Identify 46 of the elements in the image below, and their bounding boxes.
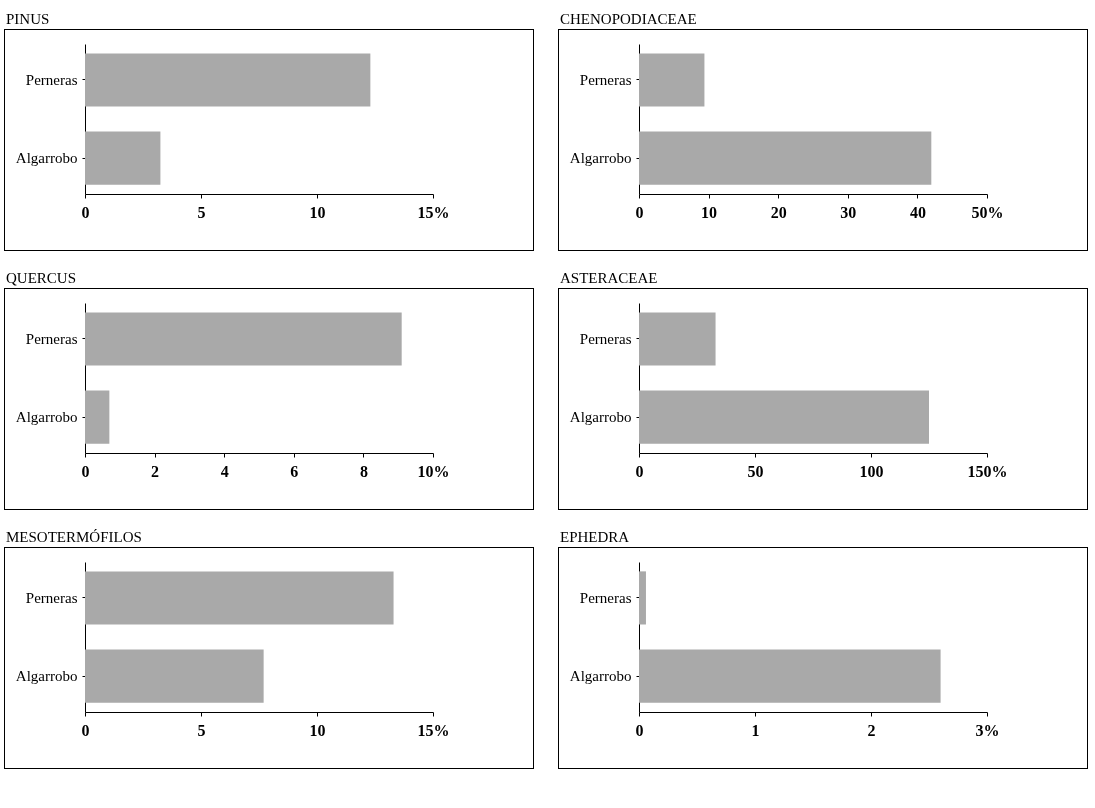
- x-tick-label: 4: [220, 462, 229, 480]
- chart-title: CHENOPODIACEAE: [559, 10, 698, 29]
- x-tick-label: 1: [751, 721, 760, 739]
- x-tick-label: 150%: [967, 462, 1008, 480]
- x-tick-label: 2: [867, 721, 876, 739]
- chart-title: ASTERACEAE: [559, 269, 659, 288]
- x-tick-label: 3%: [975, 721, 1000, 739]
- x-tick-label: 8: [359, 462, 368, 480]
- x-tick-label: 30: [840, 203, 857, 221]
- y-tick-label: Algarrobo: [569, 409, 632, 426]
- chart-title: MESOTERMÓFILOS: [5, 528, 143, 547]
- y-tick-label: Perneras: [579, 71, 632, 88]
- chart-title: QUERCUS: [5, 269, 77, 288]
- x-tick-label: 0: [81, 721, 90, 739]
- chart-title: PINUS: [5, 10, 51, 29]
- y-tick-label: Algarrobo: [569, 668, 632, 685]
- chart-title: EPHEDRA: [559, 528, 631, 547]
- x-tick-label: 10: [701, 203, 718, 221]
- x-tick-label: 6: [290, 462, 299, 480]
- x-tick-label: 2: [151, 462, 160, 480]
- y-tick-label: Algarrobo: [569, 150, 632, 167]
- y-tick-label: Algarrobo: [15, 150, 78, 167]
- y-tick-label: Algarrobo: [15, 668, 78, 685]
- x-tick-label: 0: [635, 721, 644, 739]
- x-tick-label: 10: [309, 721, 326, 739]
- x-tick-label: 100: [859, 462, 884, 480]
- x-tick-label: 15%: [417, 203, 450, 221]
- x-tick-label: 0: [81, 203, 90, 221]
- x-tick-label: 50%: [971, 203, 1004, 221]
- y-tick-label: Perneras: [579, 589, 632, 606]
- y-tick-label: Algarrobo: [15, 409, 78, 426]
- x-tick-label: 0: [635, 203, 644, 221]
- x-tick-label: 20: [770, 203, 787, 221]
- x-tick-label: 5: [197, 721, 206, 739]
- y-tick-label: Perneras: [579, 330, 632, 347]
- y-tick-label: Perneras: [25, 71, 78, 88]
- y-tick-label: Perneras: [25, 589, 78, 606]
- x-tick-label: 15%: [417, 721, 450, 739]
- x-tick-label: 0: [635, 462, 644, 480]
- x-tick-label: 50: [747, 462, 764, 480]
- y-tick-label: Perneras: [25, 330, 78, 347]
- x-tick-label: 10%: [417, 462, 450, 480]
- x-tick-label: 5: [197, 203, 206, 221]
- x-tick-label: 0: [81, 462, 90, 480]
- x-tick-label: 40: [909, 203, 926, 221]
- x-tick-label: 10: [309, 203, 326, 221]
